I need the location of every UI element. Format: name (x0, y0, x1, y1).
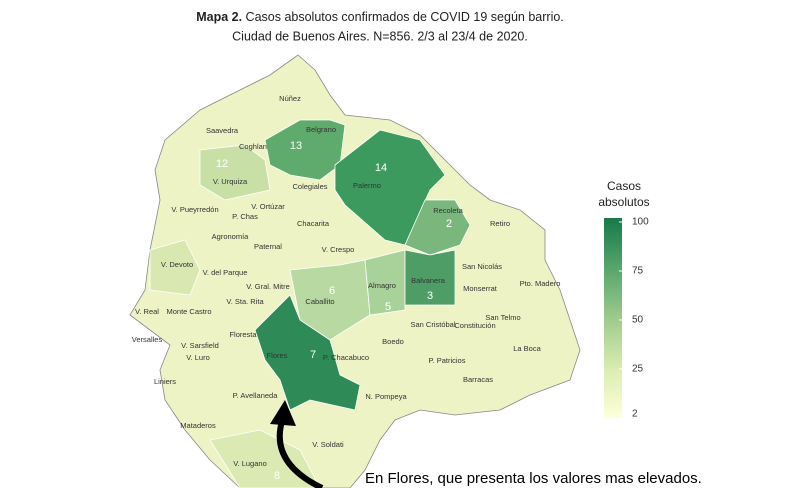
neighborhood-label: Belgrano (306, 125, 336, 134)
neighborhood-label: Constitución (454, 321, 495, 330)
neighborhood-area (364, 249, 406, 316)
legend-tick-label: 50 (632, 315, 644, 326)
neighborhood-label: V. Real (135, 307, 159, 316)
neighborhood-label: Caballito (305, 297, 334, 306)
neighborhood-label: Palermo (353, 181, 381, 190)
neighborhood-label: V. Luro (186, 353, 210, 362)
neighborhood-label: Balvanera (411, 276, 446, 285)
title-prefix: Mapa 2. (196, 10, 242, 24)
caption: En Flores, que presenta los valores mas … (365, 470, 702, 487)
neighborhood-area (209, 429, 321, 488)
legend-colorbar (604, 218, 622, 418)
map-subtitle: Ciudad de Buenos Aires. N=856. 2/3 al 23… (232, 29, 528, 43)
neighborhood-label: Liniers (154, 377, 176, 386)
neighborhood-area (199, 144, 271, 201)
case-count: 12 (216, 158, 228, 170)
neighborhood-label: Pto. Madero (520, 279, 561, 288)
neighborhood-label: P. Chacabuco (323, 353, 369, 362)
neighborhood-label: Versalles (132, 335, 163, 344)
neighborhood-area (254, 294, 361, 411)
legend-tick-label: 75 (632, 266, 644, 277)
neighborhood-label: Almagro (368, 281, 396, 290)
neighborhood-label: Floresta (229, 330, 257, 339)
neighborhood-label: V. Sarsfield (181, 341, 219, 350)
neighborhood-label: Mataderos (180, 421, 216, 430)
map-title: Mapa 2. Casos absolutos confirmados de C… (196, 10, 564, 24)
neighborhood-label: P. Avellaneda (233, 391, 279, 400)
arrow (276, 417, 324, 488)
neighborhood-label: Núñez (279, 94, 301, 103)
case-count: 2 (446, 218, 452, 230)
neighborhood-label: Coghlan (239, 142, 267, 151)
neighborhood-label: Barracas (463, 375, 493, 384)
neighborhood-label: V. Devoto (161, 260, 193, 269)
neighborhood-label: V. Gral. Mitre (246, 282, 289, 291)
neighborhood-label: V. Ortúzar (251, 202, 285, 211)
neighborhood-area (404, 249, 456, 306)
neighborhood-label: San Telmo (485, 313, 520, 322)
case-count: 8 (274, 470, 280, 482)
neighborhood-label: V. Urquiza (213, 177, 248, 186)
neighborhood-label: Chacarita (297, 219, 330, 228)
neighborhood-label: Flores (267, 351, 288, 360)
neighborhood-label: Boedo (382, 337, 404, 346)
neighborhood-label: Monte Castro (166, 307, 211, 316)
neighborhood-area (149, 239, 201, 296)
neighborhood-label: La Boca (513, 344, 541, 353)
neighborhood-label: Colegiales (292, 182, 327, 191)
arrow-head (270, 400, 296, 426)
legend-tick-label: 2 (632, 409, 638, 420)
case-count: 5 (385, 301, 391, 313)
title-text: Casos absolutos confirmados de COVID 19 … (246, 10, 564, 24)
case-count: 14 (375, 162, 387, 174)
legend-title: Casos (607, 179, 641, 193)
neighborhood-label: Paternal (254, 242, 282, 251)
legend-tick-label: 100 (632, 217, 649, 228)
case-count: 7 (310, 349, 316, 361)
neighborhood-label: V. Lugano (233, 459, 267, 468)
neighborhood-label: V. del Parque (203, 268, 248, 277)
neighborhood-label: V. Crespo (322, 245, 355, 254)
neighborhood-label: Agronomía (212, 232, 250, 241)
legend-title: absolutos (598, 195, 649, 209)
neighborhood-label: P. Patricios (429, 356, 466, 365)
case-count: 13 (290, 140, 302, 152)
neighborhood-label: P. Chas (232, 212, 258, 221)
neighborhood-label: Saavedra (206, 126, 239, 135)
neighborhood-label: V. Pueyrredón (171, 205, 218, 214)
neighborhood-label: Monserrat (463, 284, 498, 293)
neighborhood-label: V. Sta. Rita (226, 297, 264, 306)
neighborhood-label: N. Pompeya (365, 392, 407, 401)
neighborhood-label: V. Soldati (312, 440, 344, 449)
case-count: 6 (329, 285, 335, 297)
neighborhood-label: Recoleta (433, 206, 463, 215)
case-count: 3 (427, 290, 433, 302)
neighborhood-label: San Cristóbal (410, 320, 455, 329)
legend-tick-label: 25 (632, 364, 644, 375)
neighborhood-label: Retiro (490, 219, 510, 228)
neighborhood-label: San Nicolás (462, 262, 502, 271)
